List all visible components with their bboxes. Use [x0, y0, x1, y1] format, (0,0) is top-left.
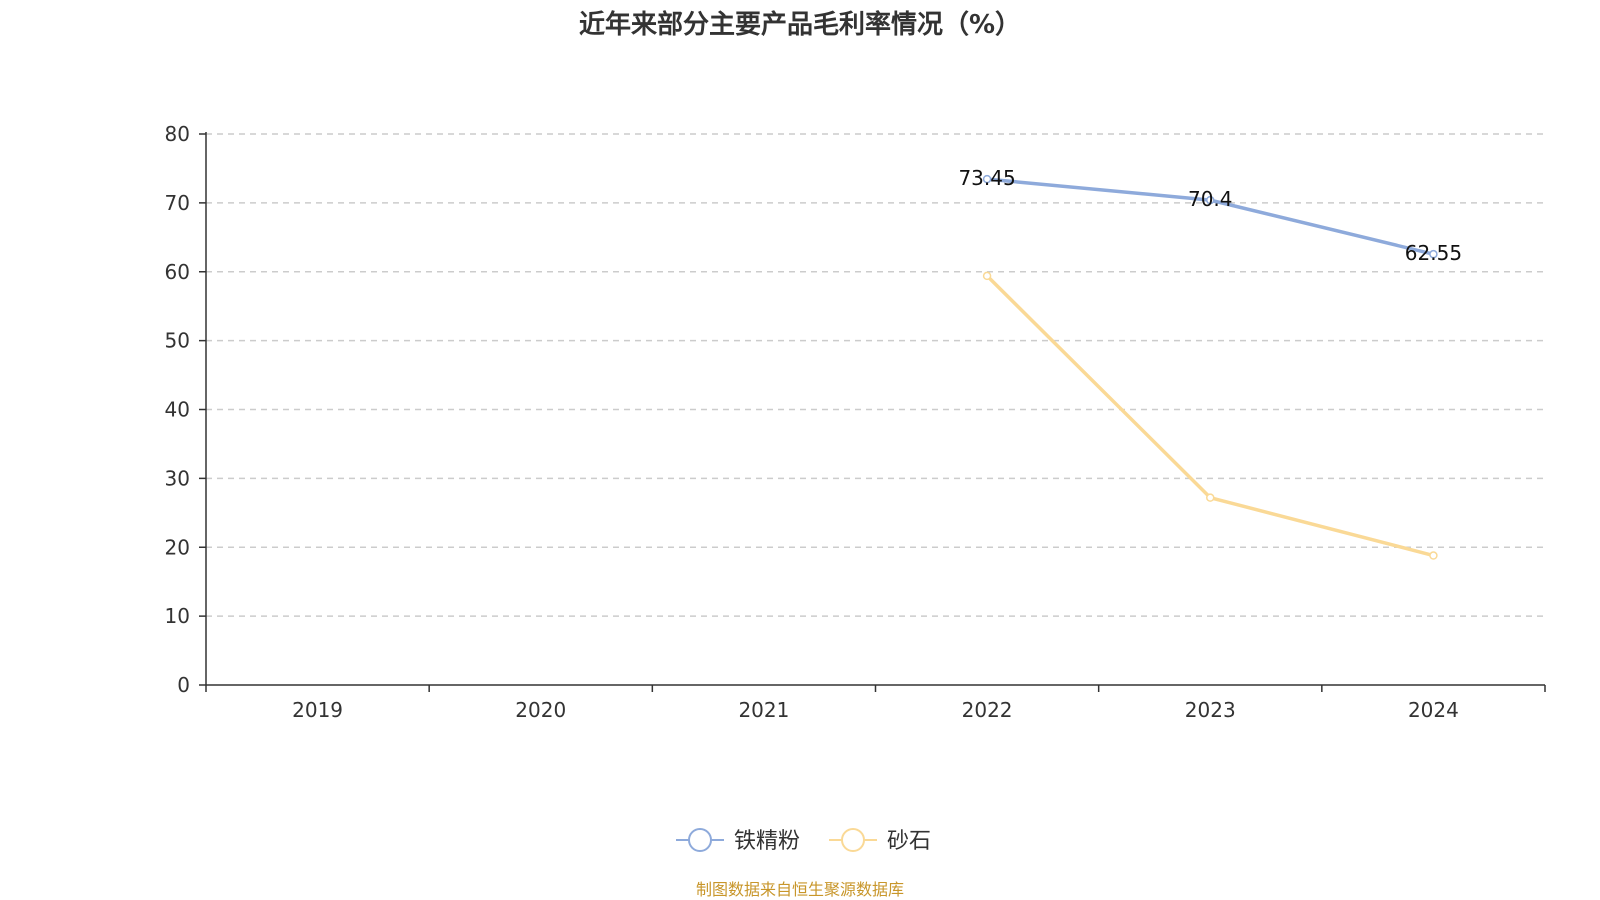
x-tick-label: 2019 — [292, 698, 343, 722]
chart-title: 近年来部分主要产品毛利率情况（%） — [579, 9, 1021, 40]
y-tick-label: 40 — [165, 398, 190, 422]
y-tick-label: 10 — [165, 604, 190, 628]
x-tick-label: 2021 — [738, 698, 789, 722]
legend-item[interactable]: 砂石 — [829, 828, 931, 854]
data-label: 62.55 — [1405, 241, 1462, 265]
y-tick-label: 80 — [165, 122, 190, 146]
y-tick-label: 50 — [165, 329, 190, 353]
legend-label: 砂石 — [887, 829, 931, 854]
data-point[interactable] — [982, 174, 992, 184]
legend-marker — [688, 828, 712, 852]
legend-marker — [841, 828, 865, 852]
series-lines — [982, 174, 1438, 560]
x-tick-label: 2020 — [515, 698, 566, 722]
x-tick-label: 2023 — [1185, 698, 1236, 722]
data-label: 70.4 — [1188, 187, 1233, 211]
legend-label: 铁精粉 — [734, 829, 800, 854]
y-tick-label: 30 — [165, 466, 190, 490]
data-point[interactable] — [982, 271, 992, 281]
y-tick-label: 70 — [165, 191, 190, 215]
x-tick-label: 2022 — [962, 698, 1013, 722]
data-labels: 73.45 70.4 62.55 — [958, 166, 1462, 265]
data-label: 73.45 — [958, 166, 1015, 190]
data-point[interactable] — [1206, 195, 1215, 205]
y-tick-label: 0 — [177, 673, 190, 697]
y-tick-label: 60 — [165, 260, 190, 284]
axes: 0 10 20 30 40 50 60 70 80 2019 2020 2021 2022 2023 202… — [165, 122, 1546, 722]
data-point[interactable] — [1429, 249, 1438, 259]
series-line — [985, 274, 1434, 558]
legend-item[interactable]: 铁精粉 — [676, 828, 800, 854]
grid-lines — [206, 133, 1545, 617]
legend[interactable]: 铁精粉 砂石 — [676, 828, 931, 854]
y-tick-label: 20 — [165, 535, 190, 559]
x-tick-label: 2024 — [1408, 698, 1459, 722]
data-point[interactable] — [1206, 493, 1215, 502]
data-point[interactable] — [1429, 551, 1438, 560]
source-note: 制图数据来自恒生聚源数据库 — [696, 880, 904, 899]
